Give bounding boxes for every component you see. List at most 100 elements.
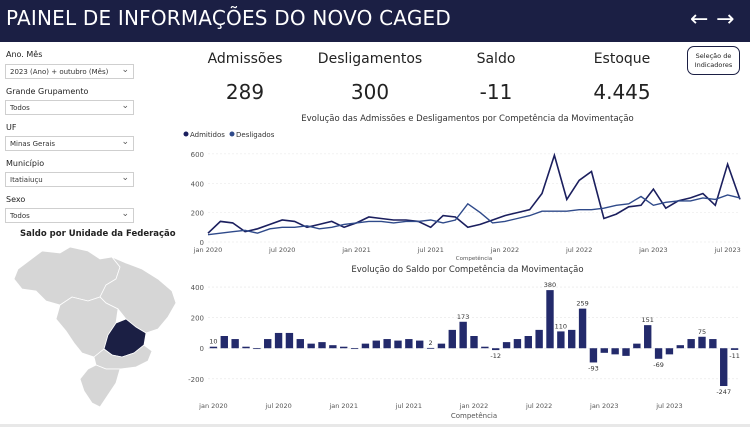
chevron-down-icon: ⌄	[121, 209, 129, 219]
bar	[426, 347, 435, 349]
filter-select-grande-grupamento[interactable]: Todos ⌄	[5, 100, 134, 115]
bar	[242, 346, 250, 349]
kpi-value-admissoes: 289	[225, 80, 265, 104]
filter-select-uf[interactable]: Minas Gerais ⌄	[5, 136, 134, 151]
kpi-value-estoque: 4.445	[593, 80, 651, 104]
y-tick-label: 0	[200, 239, 204, 247]
kpi-label-desligamentos: Desligamentos	[317, 51, 423, 67]
filter-select-municipio[interactable]: Itatiaiuçu ⌄	[5, 172, 134, 187]
series-line-admitidos	[207, 152, 741, 234]
brazil-map[interactable]	[8, 245, 183, 415]
bar	[209, 346, 218, 349]
line-chart: Admitidos Desligados 0 200 400 600 jan 2020 jul…	[183, 131, 741, 262]
bar	[264, 339, 272, 349]
bar	[231, 339, 239, 349]
map-region-south[interactable]	[79, 364, 121, 408]
chevron-down-icon: ⌄	[121, 137, 129, 147]
bar	[470, 336, 478, 349]
y-tick-label: 0	[200, 345, 204, 353]
bar	[546, 290, 554, 349]
bar	[730, 348, 739, 350]
bar	[709, 339, 717, 349]
bar-data-label: 110	[555, 322, 567, 330]
kpi-value-saldo: -11	[479, 80, 513, 104]
bar-data-label: -93	[588, 364, 599, 372]
bar	[274, 332, 283, 349]
page-bottom-divider	[0, 424, 750, 427]
bar-data-label: -247	[716, 388, 731, 396]
bar	[524, 336, 532, 349]
bar	[502, 342, 511, 349]
bar-data-label: 75	[698, 328, 706, 336]
bar	[296, 339, 304, 349]
bar-data-label: 173	[457, 313, 469, 321]
bar	[253, 348, 261, 350]
bar	[698, 336, 706, 349]
bar	[687, 339, 695, 349]
filter-select-ano-mes[interactable]: 2023 (Ano) + outubro (Mês) ⌄	[5, 64, 134, 79]
y-tick-label: 600	[191, 151, 204, 159]
bar	[720, 348, 728, 387]
legend-label: Desligados	[236, 131, 275, 139]
bar	[307, 343, 315, 349]
chevron-down-icon: ⌄	[121, 101, 129, 111]
legend-marker	[183, 131, 189, 137]
bar	[654, 348, 663, 359]
bar	[644, 325, 652, 349]
bar	[535, 329, 543, 349]
selecao-indicadores-button[interactable]: Seleção de Indicadores	[687, 46, 740, 75]
filter-label-grande-grupamento: Grande Grupamento	[6, 87, 89, 96]
filter-label-municipio: Município	[6, 159, 45, 168]
back-arrow-icon[interactable]: ←	[690, 7, 709, 32]
x-tick-label: jan 2021	[328, 402, 358, 410]
x-tick-label: jul 2021	[417, 246, 444, 254]
bar	[416, 340, 424, 349]
bar	[285, 332, 294, 349]
bar	[405, 339, 413, 349]
x-tick-label: jan 2023	[638, 246, 668, 254]
button-label-line2: Indicadores	[694, 61, 733, 69]
filter-value: 2023 (Ano) + outubro (Mês)	[10, 68, 109, 76]
forward-arrow-icon[interactable]: →	[716, 7, 735, 32]
bar	[492, 348, 500, 351]
kpi-label-estoque: Estoque	[593, 51, 651, 67]
line-chart-title: Evolução das Admissões e Desligamentos p…	[301, 114, 634, 124]
bar-data-label: 10	[209, 338, 217, 346]
filter-label-ano-mes: Ano. Mês	[6, 50, 43, 59]
bar	[481, 346, 489, 349]
bar	[448, 329, 456, 349]
bar-data-label: -11	[729, 352, 740, 360]
x-axis-title: Competência	[456, 255, 492, 262]
bar	[437, 343, 446, 349]
bar	[513, 339, 522, 349]
bar-data-label: -69	[653, 361, 664, 369]
legend-marker	[229, 131, 235, 137]
legend-label: Admitidos	[190, 131, 225, 139]
bar	[633, 343, 641, 349]
header-bar: PAINEL DE INFORMAÇÕES DO NOVO CAGED ← →	[0, 0, 750, 42]
bar-data-label: 259	[576, 300, 588, 308]
bar	[361, 343, 370, 349]
bar-chart-title: Evolução do Saldo por Competência da Mov…	[351, 265, 584, 275]
x-tick-label: jul 2020	[268, 246, 295, 254]
bar	[589, 348, 598, 363]
bar	[372, 340, 380, 349]
bar	[329, 345, 337, 349]
bar	[600, 348, 608, 353]
x-tick-label: jan 2022	[459, 402, 489, 410]
bar	[557, 331, 565, 349]
bar	[459, 321, 467, 349]
filter-select-sexo[interactable]: Todos ⌄	[5, 208, 134, 223]
x-tick-label: jan 2021	[341, 246, 371, 254]
filter-value: Itatiaiuçu	[10, 176, 43, 184]
bar	[383, 339, 391, 349]
map-title: Saldo por Unidade da Federação	[20, 229, 176, 239]
bar	[350, 348, 359, 350]
kpi-label-admissoes: Admissões	[207, 51, 283, 67]
filter-label-sexo: Sexo	[6, 195, 26, 204]
kpi-label-saldo: Saldo	[476, 51, 516, 67]
bar	[568, 329, 576, 349]
chart-legend: Admitidos Desligados	[183, 131, 275, 139]
bar	[676, 345, 684, 349]
x-tick-label: jul 2022	[525, 402, 552, 410]
